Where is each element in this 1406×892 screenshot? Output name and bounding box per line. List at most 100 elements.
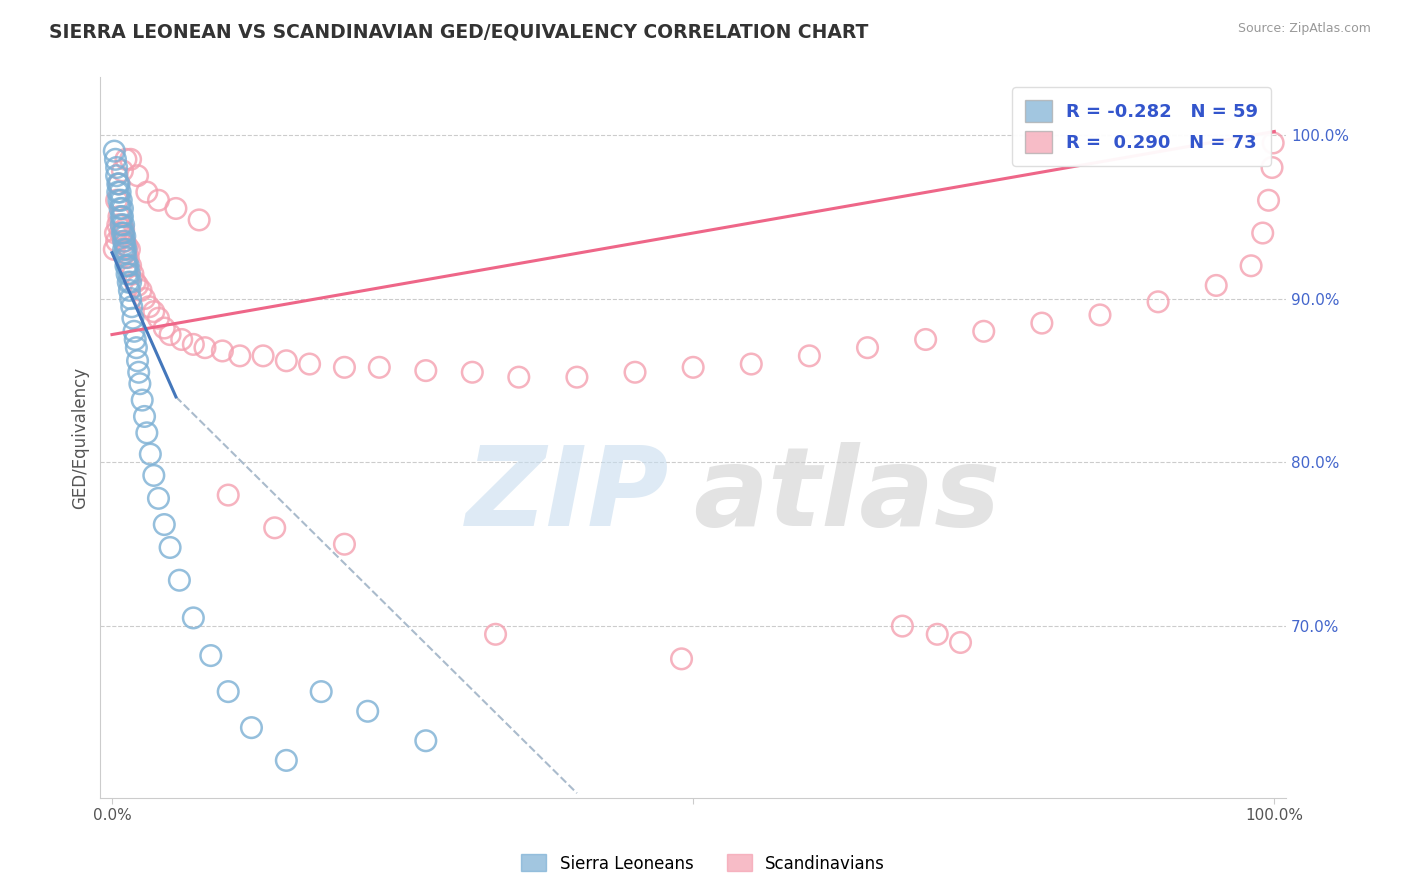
Point [120, 259, 142, 273]
Text: atlas: atlas [693, 442, 1001, 549]
Point [112, 223, 135, 237]
Point [856, 341, 879, 355]
Point [134, 292, 156, 306]
Point [117, 259, 139, 273]
Point [107, 218, 129, 232]
Point [170, 333, 193, 347]
Point [110, 218, 132, 232]
Point [115, 267, 138, 281]
Point [333, 360, 356, 375]
Point [115, 251, 138, 265]
Point [142, 468, 165, 483]
Point [333, 537, 356, 551]
Point [1088, 308, 1111, 322]
Point [117, 251, 139, 265]
Point [415, 363, 437, 377]
Point [131, 393, 153, 408]
Point [111, 210, 134, 224]
Point [124, 333, 146, 347]
Point [115, 259, 138, 273]
Point [103, 144, 125, 158]
Point [200, 648, 222, 663]
Point [1205, 278, 1227, 293]
Point [110, 218, 132, 232]
Y-axis label: GED/Equivalency: GED/Equivalency [72, 367, 89, 508]
Point [120, 292, 142, 306]
Point [927, 627, 949, 641]
Point [127, 278, 149, 293]
Point [188, 213, 211, 227]
Point [1251, 226, 1274, 240]
Point [118, 267, 141, 281]
Point [415, 733, 437, 747]
Point [891, 619, 914, 633]
Point [111, 229, 134, 244]
Point [159, 541, 181, 555]
Point [114, 237, 136, 252]
Point [229, 349, 252, 363]
Point [217, 488, 239, 502]
Point [153, 517, 176, 532]
Point [148, 311, 170, 326]
Point [105, 194, 128, 208]
Point [112, 234, 135, 248]
Point [276, 353, 298, 368]
Point [148, 491, 170, 506]
Point [108, 185, 131, 199]
Point [115, 153, 138, 167]
Point [114, 234, 136, 248]
Point [127, 169, 149, 183]
Point [117, 275, 139, 289]
Point [949, 635, 972, 649]
Point [115, 239, 138, 253]
Point [1031, 316, 1053, 330]
Point [108, 226, 131, 240]
Point [142, 304, 165, 318]
Point [108, 210, 131, 224]
Point [115, 245, 138, 260]
Point [108, 177, 131, 191]
Point [107, 177, 129, 191]
Point [104, 153, 127, 167]
Point [682, 360, 704, 375]
Point [309, 684, 332, 698]
Point [110, 210, 132, 224]
Point [112, 218, 135, 232]
Point [165, 202, 187, 216]
Point [276, 753, 298, 767]
Point [211, 343, 233, 358]
Point [1147, 294, 1170, 309]
Point [104, 226, 127, 240]
Point [122, 324, 145, 338]
Point [103, 243, 125, 257]
Point [122, 267, 145, 281]
Point [127, 353, 149, 368]
Point [159, 327, 181, 342]
Point [508, 370, 530, 384]
Point [108, 194, 131, 208]
Point [135, 425, 157, 440]
Point [111, 202, 134, 216]
Point [134, 409, 156, 424]
Point [1240, 259, 1263, 273]
Point [108, 202, 131, 216]
Point [298, 357, 321, 371]
Point [624, 365, 647, 379]
Point [111, 163, 134, 178]
Point [183, 337, 205, 351]
Point [107, 185, 129, 199]
Point [105, 234, 128, 248]
Point [1257, 194, 1279, 208]
Point [263, 521, 285, 535]
Point [484, 627, 506, 641]
Point [108, 177, 131, 191]
Point [105, 169, 128, 183]
Point [914, 333, 936, 347]
Point [122, 311, 145, 326]
Point [128, 365, 150, 379]
Point [240, 721, 263, 735]
Point [217, 684, 239, 698]
Point [1261, 161, 1284, 175]
Point [461, 365, 484, 379]
Point [252, 349, 274, 363]
